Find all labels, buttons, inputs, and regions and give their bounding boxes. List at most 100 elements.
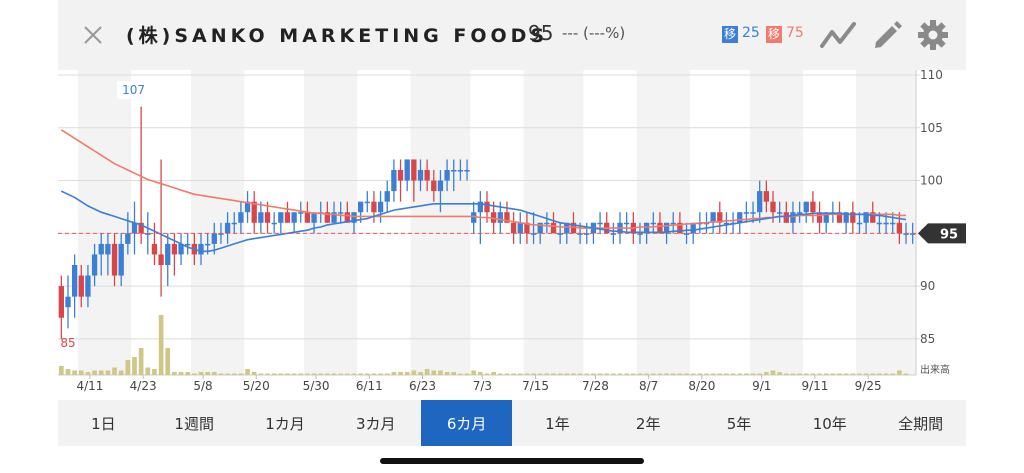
x-tick-label: 5/8 <box>193 379 212 393</box>
tab-5[interactable]: 1年 <box>545 414 570 433</box>
volume-bar <box>697 373 703 375</box>
candle <box>850 201 856 234</box>
candle <box>530 212 537 244</box>
x-axis-ticks: 4/11 4/23 5/8 5/20 5/30 6/11 6/23 7/3 7/15 7/28 8/… <box>76 375 882 393</box>
volume-bar <box>517 373 523 375</box>
volume-bar <box>125 360 131 375</box>
candle <box>790 201 796 234</box>
y-tick-label: 105 <box>920 121 943 135</box>
current-price-tag <box>918 223 966 244</box>
candle-body <box>910 233 916 235</box>
candle <box>783 201 789 223</box>
volume-bar <box>604 373 610 375</box>
candle-body <box>138 222 144 234</box>
candle-body <box>484 201 490 213</box>
candle-body <box>78 275 84 297</box>
candle-body <box>896 222 903 234</box>
volume-bar <box>458 373 463 375</box>
volume-bar <box>231 373 237 375</box>
tab-7[interactable]: 5年 <box>726 414 752 433</box>
candle <box>264 201 271 234</box>
volume-bar <box>325 373 330 375</box>
candle-body <box>544 222 550 225</box>
tab-9[interactable]: 全期間 <box>898 414 944 433</box>
candle-body <box>643 222 650 234</box>
volume-bar <box>783 373 789 375</box>
candle <box>490 201 497 234</box>
candle-body <box>85 275 91 297</box>
candle <box>870 201 876 223</box>
volume-bar <box>757 373 763 375</box>
volume-bar <box>650 373 656 375</box>
volume-bar <box>837 373 842 375</box>
tab-0[interactable]: 1日 <box>91 414 116 433</box>
low-label: 85 <box>60 336 75 350</box>
date-band <box>77 70 132 375</box>
line-chart-icon[interactable] <box>820 18 856 52</box>
candle-body <box>271 222 277 225</box>
candle-body <box>564 222 570 234</box>
gear-icon[interactable] <box>916 18 950 52</box>
candle-body <box>397 170 404 181</box>
volume-bars <box>58 315 909 375</box>
volume-bar <box>418 372 423 375</box>
volume-bar <box>58 366 64 375</box>
tab-4[interactable]: 6カ月 <box>421 400 512 446</box>
volume-bar <box>797 373 802 375</box>
candle-body <box>331 212 337 223</box>
candle <box>816 201 823 234</box>
volume-bar <box>870 373 876 375</box>
volume-bar <box>218 373 224 375</box>
candle-body <box>743 212 750 214</box>
candle <box>371 191 377 223</box>
volume-bar <box>511 373 516 375</box>
candle-body <box>211 233 217 244</box>
candle-body <box>111 243 118 276</box>
volume-bar <box>571 373 576 375</box>
volume-bar <box>98 370 104 375</box>
tab-3[interactable]: 3カ月 <box>356 414 396 433</box>
candle-body <box>624 222 630 225</box>
volume-bar <box>557 373 563 375</box>
candle-body <box>65 296 71 308</box>
candle-body <box>145 233 151 235</box>
volume-bar <box>810 373 816 375</box>
candle-body <box>663 222 670 234</box>
candle-body <box>750 212 756 214</box>
tab-2[interactable]: 1カ月 <box>265 414 305 433</box>
candle <box>105 233 111 276</box>
volume-bar <box>192 373 197 375</box>
volume-bar <box>657 373 663 375</box>
x-tick-label: 9/25 <box>855 379 882 393</box>
candle-body <box>597 222 603 225</box>
high-label: 107 <box>122 83 145 97</box>
close-icon[interactable] <box>78 20 108 50</box>
volume-bar <box>897 370 902 375</box>
volume-bar <box>172 372 177 375</box>
candle <box>690 222 696 244</box>
candle <box>517 212 523 244</box>
candle-body <box>584 233 590 235</box>
tab-1[interactable]: 1週間 <box>174 414 214 433</box>
x-tick-label: 8/7 <box>639 379 658 393</box>
candle-body <box>870 212 876 223</box>
volume-bar <box>823 373 829 375</box>
candle <box>890 212 896 234</box>
price-chart[interactable]: 85 90 95 100 105 110 95 107 85 出来高 4/11 4/23 5/8 5/… <box>0 70 1024 400</box>
volume-bar <box>371 373 377 375</box>
candle <box>118 233 124 287</box>
candle <box>723 212 730 234</box>
volume-bar <box>238 373 244 375</box>
volume-bar <box>358 373 363 375</box>
volume-bar <box>305 373 310 375</box>
candle <box>823 212 829 234</box>
candle <box>404 159 410 192</box>
candle <box>810 191 816 223</box>
candle <box>457 159 464 181</box>
pencil-icon[interactable] <box>870 18 904 52</box>
volume-bar <box>211 372 217 375</box>
candle <box>670 212 676 234</box>
tab-6[interactable]: 2年 <box>635 414 661 433</box>
volume-bar <box>165 348 171 375</box>
tab-8[interactable]: 10年 <box>812 414 847 433</box>
